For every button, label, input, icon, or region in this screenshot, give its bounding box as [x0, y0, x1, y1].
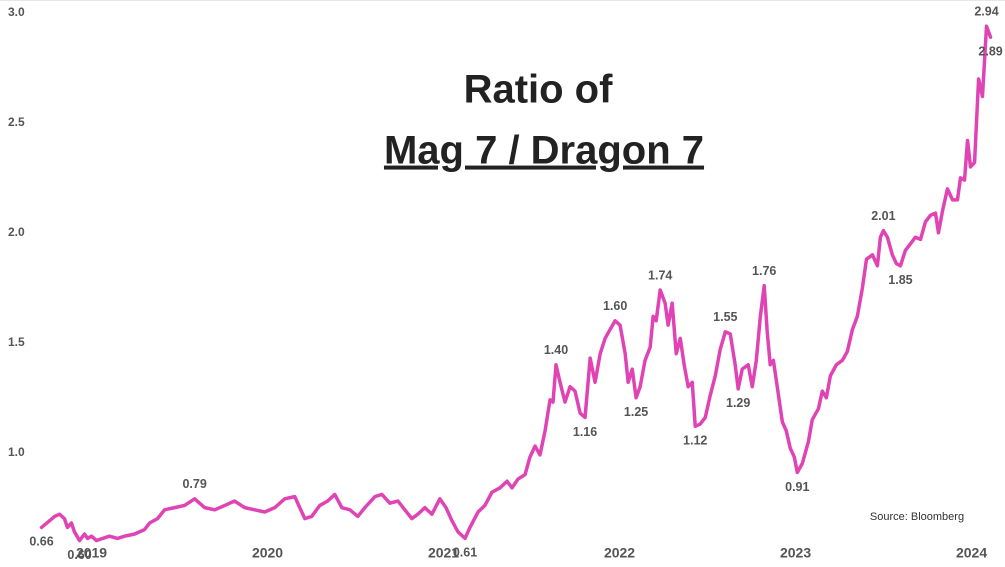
x-tick-label: 2022 [604, 545, 635, 561]
x-tick-label: 2024 [956, 545, 987, 561]
value-label: 1.60 [603, 299, 627, 313]
data-line [39, 24, 993, 543]
y-tick-label: 3.0 [8, 5, 25, 19]
value-label: 2.94 [974, 4, 998, 18]
value-label: 0.79 [182, 477, 206, 491]
x-tick-label: 2020 [252, 545, 283, 561]
source-note: Source: Bloomberg [870, 511, 964, 523]
value-label: 0.60 [67, 548, 91, 562]
chart-title: Ratio of [464, 68, 614, 112]
value-label: 1.25 [624, 405, 648, 419]
value-label: 1.74 [648, 268, 672, 282]
value-label: 0.66 [29, 535, 53, 549]
chart-subtitle: Mag 7 / Dragon 7 [384, 129, 704, 173]
y-tick-label: 1.0 [8, 445, 25, 459]
y-tick-label: 2.5 [8, 115, 25, 129]
value-label: 0.61 [453, 546, 477, 560]
value-label: 2.01 [871, 209, 895, 223]
value-label: 0.91 [785, 480, 809, 494]
value-label: 1.76 [752, 264, 776, 278]
x-tick-label: 2021 [428, 545, 459, 561]
value-label: 1.55 [713, 310, 737, 324]
x-tick-label: 2019 [76, 545, 107, 561]
x-tick-label: 2023 [780, 545, 811, 561]
value-label: 1.12 [683, 434, 707, 448]
y-tick-label: 2.0 [8, 225, 25, 239]
value-label: 1.40 [544, 343, 568, 357]
value-label: 2.89 [978, 44, 1002, 58]
value-label: 1.29 [726, 396, 750, 410]
value-label: 1.16 [573, 425, 597, 439]
value-label: 1.85 [888, 273, 912, 287]
y-tick-label: 1.5 [8, 335, 25, 349]
